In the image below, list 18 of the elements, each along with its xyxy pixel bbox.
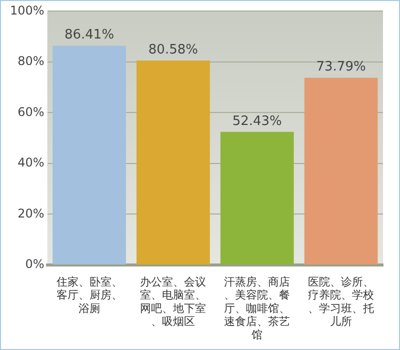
y-tick-label: 0% <box>25 257 44 272</box>
bar <box>136 60 210 264</box>
data-label: 73.79% <box>316 60 366 75</box>
bar <box>220 132 294 264</box>
y-tick-label: 40% <box>18 156 44 170</box>
bar <box>52 46 126 264</box>
y-tick-label: 100% <box>10 3 44 18</box>
x-tick-label: 办公室、会议室、电脑室、网吧、地下室、吸烟区 <box>140 275 206 328</box>
data-label: 52.43% <box>232 114 282 129</box>
y-tick-label: 60% <box>18 104 44 119</box>
y-tick-label: 20% <box>18 206 44 220</box>
bar <box>304 78 378 264</box>
data-label: 86.41% <box>64 28 114 43</box>
x-tick-label: 汗蒸房、商店、美容院、餐厅、咖啡馆、速食店、茶艺馆 <box>224 275 290 342</box>
x-tick-label: 医院、诊所、疗养院、学校、学习班、托儿所 <box>308 275 374 328</box>
y-tick-label: 80% <box>18 54 44 68</box>
data-label: 80.58% <box>148 42 198 58</box>
x-tick-label: 住家、卧室、客厅、厨房、浴厕 <box>56 275 122 315</box>
